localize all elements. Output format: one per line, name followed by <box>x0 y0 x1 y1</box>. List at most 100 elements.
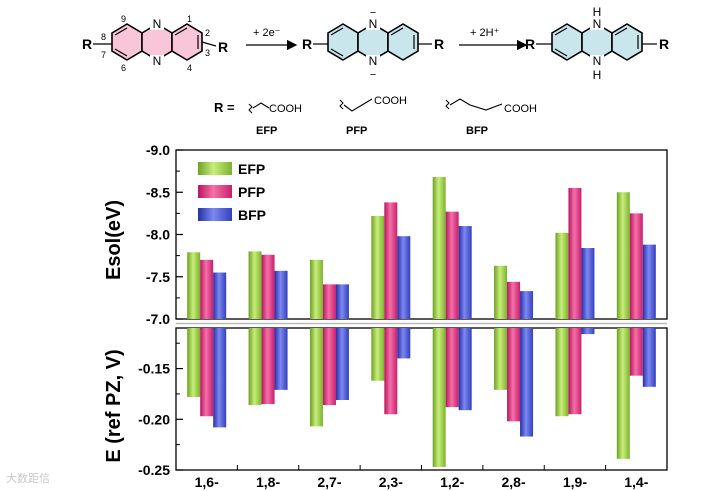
minus-charge-bottom: − <box>370 69 376 81</box>
bar-top-bfp-2 <box>335 284 349 319</box>
x-tick-label-1: 1,8- <box>256 474 280 490</box>
bar-top-bfp-4 <box>458 226 472 319</box>
x-tick-label-2: 2,7- <box>317 474 341 490</box>
bar-bottom-pfp-7 <box>629 328 643 376</box>
bar-top-efp-3 <box>371 215 385 319</box>
bar-top-bfp-1 <box>274 270 288 319</box>
bar-top-efp-1 <box>248 251 262 319</box>
bar-bottom-pfp-6 <box>568 328 582 415</box>
bar-top-efp-0 <box>187 252 201 319</box>
bar-bottom-bfp-1 <box>274 328 288 390</box>
ring-number-7: 7 <box>101 50 106 60</box>
y-tick-label-top: -8.5 <box>146 184 170 200</box>
x-tick-label-0: 1,6- <box>195 474 219 490</box>
ring-number-3: 3 <box>205 48 210 58</box>
phenazine-molecule: N N 9 1 8 2 7 3 6 4 R R <box>82 14 228 73</box>
bar-bottom-bfp-4 <box>458 328 472 411</box>
r-group-left: R <box>82 36 92 52</box>
h-atom-top: H <box>593 5 602 19</box>
bar-bottom-efp-7 <box>616 328 630 459</box>
minus-charge-top: − <box>370 7 376 19</box>
y-axis-label-bottom: E (ref PZ, V) <box>103 349 125 462</box>
ring-number-1: 1 <box>187 14 192 24</box>
x-tick-label-6: 1,9- <box>563 474 587 490</box>
bar-bottom-efp-2 <box>309 328 323 427</box>
arrow1-label: + 2e⁻ <box>253 27 281 39</box>
bar-bottom-pfp-2 <box>322 328 336 406</box>
legend-label-pfp: PFP <box>238 184 265 200</box>
bar-bottom-efp-4 <box>432 328 446 467</box>
bar-bottom-bfp-6 <box>581 328 595 335</box>
bar-top-pfp-1 <box>261 254 275 319</box>
ring-number-8: 8 <box>101 32 106 42</box>
r-definition-label: R = <box>214 100 235 115</box>
y-tick-label-top: -8.0 <box>146 227 170 243</box>
ring-number-2: 2 <box>205 28 210 38</box>
y-axis-label-top: Esol(eV) <box>103 200 125 280</box>
legend-label-bfp: BFP <box>238 207 266 223</box>
legend-label-efp: EFP <box>238 161 265 177</box>
bar-top-bfp-7 <box>642 244 656 319</box>
bar-bottom-bfp-7 <box>642 328 656 387</box>
n-atom-top: N <box>153 17 162 31</box>
x-tick-label-3: 2,3- <box>379 474 403 490</box>
bar-bottom-efp-5 <box>494 328 508 390</box>
svg-text:R: R <box>302 36 312 52</box>
svg-text:N: N <box>593 54 602 68</box>
h-atom-bottom: H <box>593 68 602 82</box>
y-tick-label-top: -9.0 <box>146 142 170 158</box>
bar-bottom-efp-0 <box>187 328 201 397</box>
y-tick-label-top: -7.0 <box>146 311 170 327</box>
bar-top-pfp-2 <box>322 284 336 319</box>
efp-substituent: COOH EFP <box>248 102 302 137</box>
svg-text:R: R <box>525 36 535 52</box>
bar-top-pfp-7 <box>629 213 643 319</box>
r-group-right: R <box>218 39 228 55</box>
svg-text:N: N <box>369 17 378 31</box>
bar-top-efp-4 <box>432 177 446 319</box>
bar-bottom-pfp-4 <box>445 328 459 408</box>
bar-top-pfp-5 <box>507 281 521 319</box>
bar-top-bfp-0 <box>213 272 227 319</box>
bar-bottom-pfp-0 <box>200 328 214 417</box>
svg-text:COOH: COOH <box>504 103 537 115</box>
ring-number-6: 6 <box>121 63 126 73</box>
svg-text:N: N <box>593 17 602 31</box>
n-atom-bottom: N <box>153 54 162 68</box>
bar-bottom-bfp-3 <box>397 328 411 359</box>
bar-bottom-pfp-3 <box>384 328 398 415</box>
bar-top-pfp-6 <box>568 188 582 319</box>
bar-top-efp-5 <box>494 265 508 319</box>
bar-bottom-bfp-2 <box>335 328 349 401</box>
bar-top-bfp-3 <box>397 236 411 319</box>
svg-text:COOH: COOH <box>374 95 407 107</box>
y-tick-label-bottom: -0.25 <box>138 462 170 478</box>
legend-swatch-pfp <box>198 185 232 198</box>
dihydrophenazine-molecule: N N H H R R <box>525 5 669 82</box>
x-tick-label-7: 1,4- <box>624 474 648 490</box>
dianion-molecule: N N − − R R <box>302 7 444 81</box>
bar-bottom-efp-6 <box>555 328 569 417</box>
y-tick-label-top: -7.5 <box>146 269 170 285</box>
watermark: 大数距信 <box>6 473 50 485</box>
bar-bottom-bfp-0 <box>213 328 227 428</box>
bar-bottom-pfp-5 <box>507 328 521 422</box>
ring-number-9: 9 <box>121 14 126 24</box>
svg-text:R: R <box>434 36 444 52</box>
bar-top-pfp-4 <box>445 211 459 319</box>
reaction-scheme: N N 9 1 8 2 7 3 6 4 R R + 2e⁻ N N − − R … <box>82 5 669 137</box>
legend-swatch-bfp <box>198 208 232 221</box>
bar-bottom-efp-1 <box>248 328 262 406</box>
bfp-substituent: COOH BFP <box>445 98 537 137</box>
legend-swatch-efp <box>198 162 232 175</box>
x-tick-label-4: 1,2- <box>440 474 464 490</box>
bar-top-efp-6 <box>555 232 569 319</box>
pfp-name: PFP <box>346 125 367 137</box>
bar-bottom-bfp-5 <box>520 328 534 437</box>
bar-top-pfp-0 <box>200 259 214 319</box>
bar-top-pfp-3 <box>384 202 398 319</box>
y-tick-label-bottom: -0.15 <box>138 361 170 377</box>
x-tick-label-5: 2,8- <box>502 474 526 490</box>
svg-text:N: N <box>369 54 378 68</box>
